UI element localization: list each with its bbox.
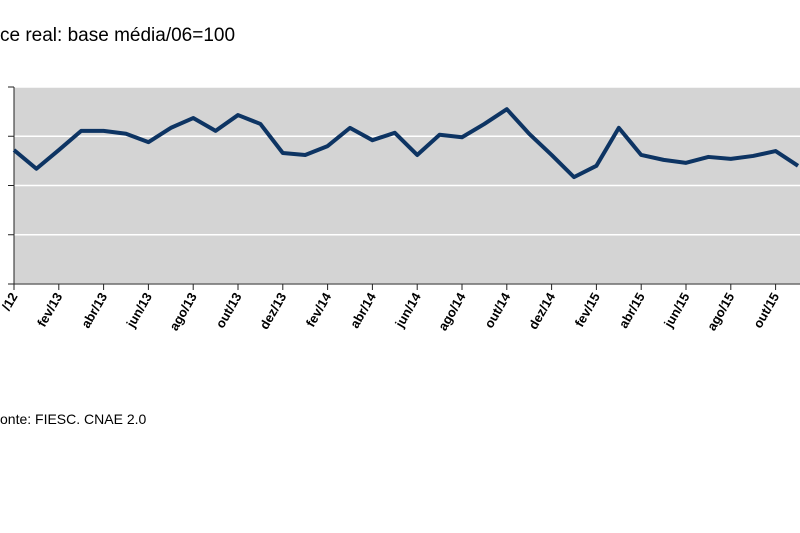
- source: onte: FIESC. CNAE 2.0: [0, 411, 146, 427]
- x-tick-label: jun/14: [392, 289, 425, 331]
- x-tick-label: abr/13: [78, 290, 110, 331]
- x-tick-label: ago/13: [166, 290, 200, 333]
- x-tick-label: ago/15: [704, 290, 738, 333]
- x-tick-label: out/15: [750, 290, 782, 331]
- x-tick-label: jun/13: [123, 290, 155, 331]
- x-tick-label: out/13: [212, 290, 244, 331]
- x-tick-label: fev/15: [572, 290, 603, 329]
- x-tick-label: /12: [0, 290, 21, 313]
- x-tick-label: abr/14: [347, 289, 380, 330]
- x-tick-label: fev/14: [303, 289, 335, 329]
- chart-title: ce real: base média/06=100: [0, 25, 235, 46]
- x-tick-label: dez/14: [525, 289, 558, 332]
- x-tick-label: out/14: [481, 289, 514, 330]
- x-tick-label: fev/13: [34, 290, 65, 329]
- x-tick-label: ago/14: [435, 289, 469, 333]
- data-line: [12, 107, 800, 180]
- x-tick-label: abr/15: [616, 290, 648, 331]
- x-tick-label: jun/15: [660, 290, 692, 331]
- x-tick-label: dez/13: [257, 290, 290, 332]
